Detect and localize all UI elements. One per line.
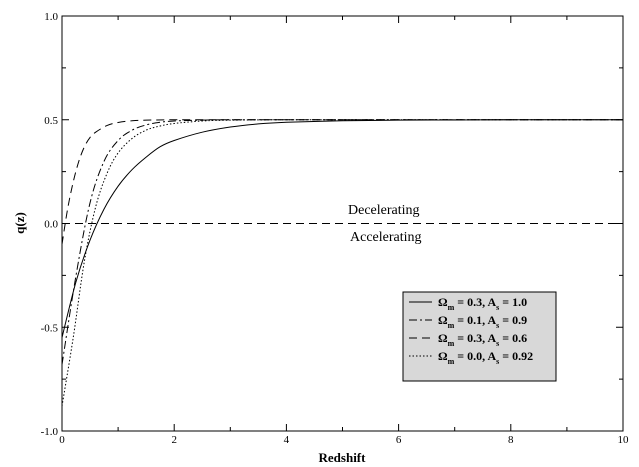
x-tick-label: 0 (59, 434, 65, 446)
tick-layer: 0 2 4 6 8 10 -1.0 -0.5 0.0 0.5 1.0 (41, 11, 629, 446)
x-tick-label: 10 (618, 434, 630, 446)
legend-items: Ωm = 0.3, As = 1.0Ωm = 0.1, As = 0.9Ωm =… (409, 295, 533, 366)
x-tick-label: 4 (284, 434, 290, 446)
y-tick-label: 0.5 (44, 115, 58, 127)
y-tick-label: -0.5 (41, 322, 59, 334)
y-tick-label: 0.0 (44, 219, 58, 231)
series-layer (61, 119, 624, 407)
legend-label-1: Ωm = 0.3, As = 1.0 (438, 295, 527, 312)
x-tick-label: 6 (396, 434, 402, 446)
y-tick-label: 1.0 (44, 11, 58, 23)
legend-label-2: Ωm = 0.1, As = 0.9 (438, 313, 527, 330)
y-axis-title: q(z) (12, 212, 27, 234)
annotation-accelerating: Accelerating (350, 230, 422, 245)
x-axis-title: Redshift (319, 450, 367, 465)
series-line-3 (61, 119, 623, 245)
x-tick-label: 2 (171, 434, 177, 446)
series-line-4 (61, 119, 623, 407)
y-tick-label: -1.0 (41, 426, 59, 438)
x-tick-label: 8 (508, 434, 514, 446)
legend-label-4: Ωm = 0.0, As = 0.92 (438, 349, 533, 366)
legend-label-3: Ωm = 0.3, As = 0.6 (438, 331, 527, 348)
legend: Ωm = 0.3, As = 1.0Ωm = 0.1, As = 0.9Ωm =… (402, 291, 557, 382)
legend-box (402, 291, 557, 382)
annotation-decelerating: Decelerating (348, 203, 420, 218)
